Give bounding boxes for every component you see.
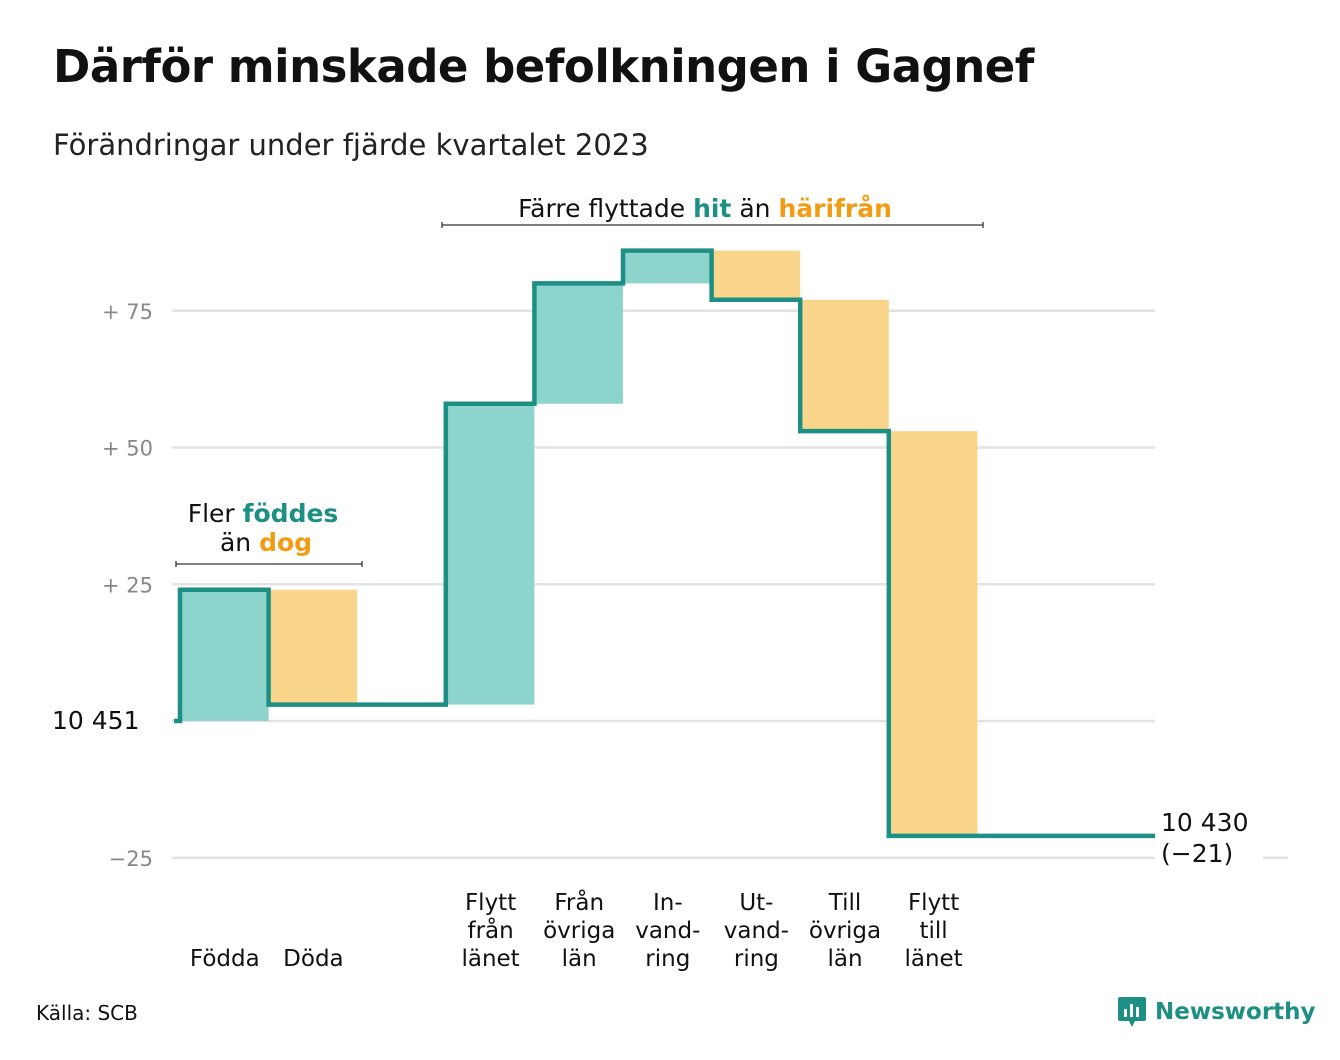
annotation-bracket-moves xyxy=(441,222,984,228)
y-tick-label: + 25 xyxy=(102,573,153,597)
category-label: vand- xyxy=(635,918,700,944)
category-label: länet xyxy=(461,946,519,972)
start-value-label: 10 451 xyxy=(52,706,139,735)
annotation-births-deaths: Fler föddes än dog xyxy=(175,499,363,567)
source-note: Källa: SCB xyxy=(36,1001,138,1025)
bar-invandring xyxy=(623,250,712,284)
category-label: ring xyxy=(734,946,779,972)
newsworthy-logo-icon xyxy=(1118,997,1146,1027)
annotation-moves-text: Färre flyttade hit än härifrån xyxy=(518,194,892,223)
bar-flytt-från-länet xyxy=(445,403,535,705)
category-label: län xyxy=(827,946,862,972)
bars xyxy=(180,250,978,836)
y-tick-label: + 50 xyxy=(102,437,153,461)
category-label: Ut- xyxy=(739,890,773,916)
category-label: Flytt xyxy=(908,890,959,916)
bar-till-övriga-län xyxy=(800,299,889,432)
annotation-births-line2: än dog xyxy=(220,528,312,557)
y-tick-label: −25 xyxy=(109,847,153,871)
chart-title: Därför minskade befolkningen i Gagnef xyxy=(53,40,1034,93)
chart-subtitle: Förändringar under fjärde kvartalet 2023 xyxy=(53,128,649,162)
category-label: till xyxy=(919,918,947,944)
category-label: Födda xyxy=(190,946,260,972)
end-change-label: (−21) xyxy=(1161,839,1233,868)
end-value-label: 10 430 xyxy=(1161,808,1248,837)
bar-utvandring xyxy=(711,250,801,300)
category-label: vand- xyxy=(724,918,789,944)
bar-döda xyxy=(268,589,358,705)
cumulative-step-line xyxy=(174,248,1155,839)
bar-från-övriga-län xyxy=(534,283,623,404)
category-label: Döda xyxy=(283,946,343,972)
category-label: övriga xyxy=(543,918,615,944)
annotation-bracket-births xyxy=(175,561,363,567)
annotation-moves: Färre flyttade hit än härifrån xyxy=(441,194,984,228)
category-label: länet xyxy=(904,946,962,972)
category-label: från xyxy=(467,916,513,944)
y-tick-labels: + 75 + 50 + 25 −25 xyxy=(102,300,153,871)
step-line xyxy=(174,248,1155,839)
category-label: ring xyxy=(645,946,690,972)
brand-logo[interactable]: Newsworthy xyxy=(1117,994,1316,1030)
annotation-births-line1: Fler föddes xyxy=(188,499,339,528)
category-labels: Födda DödaFlyttfrånlänetFrånövrigalänIn-v… xyxy=(190,888,963,972)
bar-födda xyxy=(180,589,269,721)
y-tick-label: + 75 xyxy=(102,300,153,324)
category-label: län xyxy=(562,946,597,972)
brand-name: Newsworthy xyxy=(1155,999,1316,1025)
category-label: Till xyxy=(828,890,862,916)
category-label: In- xyxy=(653,890,683,916)
bar-flytt-till-länet xyxy=(888,431,978,836)
category-label: Flytt xyxy=(465,890,516,916)
category-label: övriga xyxy=(809,918,881,944)
gridlines xyxy=(172,309,1288,859)
category-label: Från xyxy=(554,888,604,916)
